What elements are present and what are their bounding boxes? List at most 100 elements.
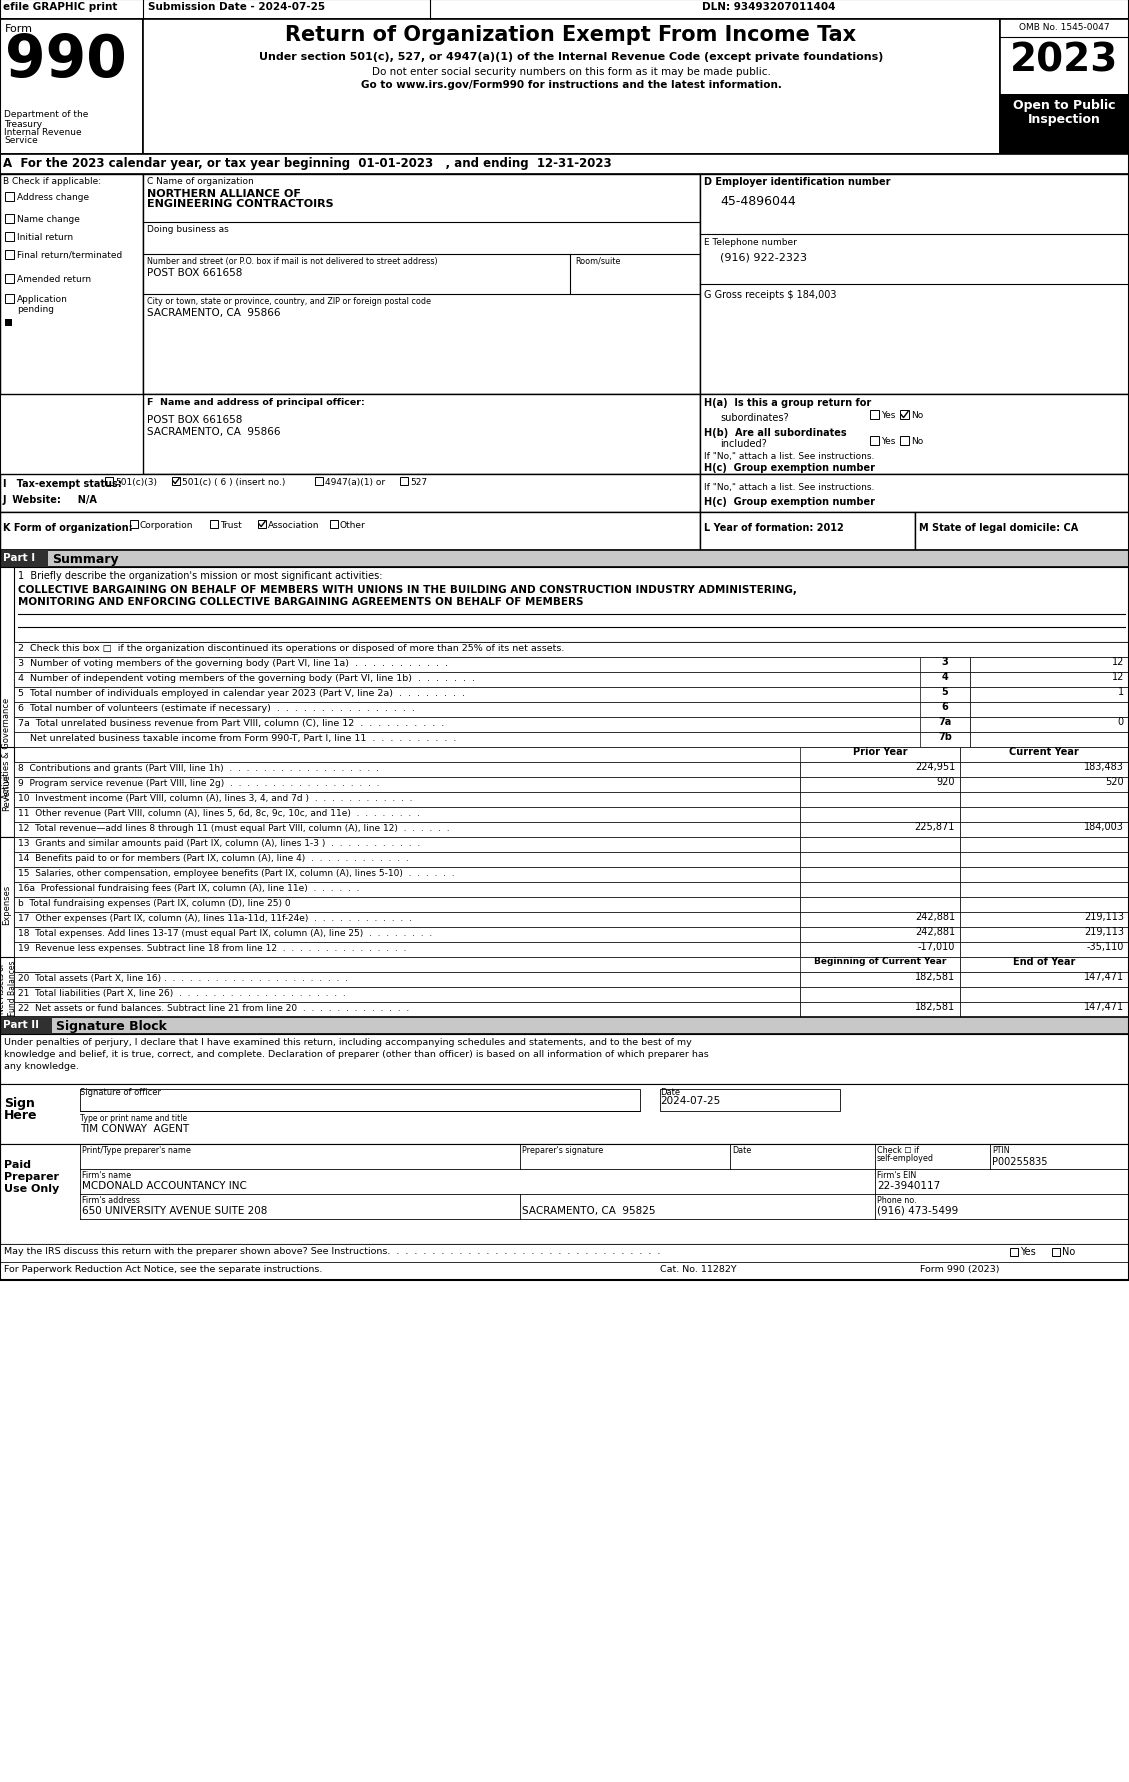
Text: TIM CONWAY  AGENT: TIM CONWAY AGENT: [80, 1123, 190, 1133]
Text: Firm's EIN: Firm's EIN: [877, 1171, 917, 1180]
Text: P00255835: P00255835: [992, 1157, 1048, 1167]
Text: Application: Application: [17, 294, 68, 303]
Text: 12: 12: [1112, 672, 1124, 683]
Bar: [14, 852, 800, 868]
Text: 2023: 2023: [1009, 41, 1118, 78]
Text: Address change: Address change: [17, 192, 89, 201]
Bar: [0, 20, 143, 155]
Text: any knowledge.: any knowledge.: [5, 1062, 79, 1071]
Text: 17  Other expenses (Part IX, column (A), lines 11a-11d, 11f-24e)  .  .  .  .  . : 17 Other expenses (Part IX, column (A), …: [18, 914, 412, 923]
Text: MCDONALD ACCOUNTANCY INC: MCDONALD ACCOUNTANCY INC: [82, 1180, 247, 1190]
Bar: [14, 688, 1129, 702]
Text: POST BOX 661658: POST BOX 661658: [147, 415, 243, 424]
Text: 242,881: 242,881: [914, 927, 955, 937]
Text: OMB No. 1545-0047: OMB No. 1545-0047: [1018, 23, 1110, 32]
Text: 183,483: 183,483: [1084, 761, 1124, 772]
Text: Submission Date - 2024-07-25: Submission Date - 2024-07-25: [148, 2, 325, 12]
Bar: [5, 319, 12, 326]
Text: Activities & Governance: Activities & Governance: [2, 697, 11, 798]
Bar: [5, 294, 14, 303]
Text: 182,581: 182,581: [914, 1001, 955, 1012]
Bar: [960, 763, 1129, 777]
Bar: [960, 987, 1129, 1003]
Bar: [800, 943, 960, 957]
Bar: [0, 1262, 1129, 1279]
Bar: [330, 520, 338, 529]
Text: 1  Briefly describe the organization's mission or most significant activities:: 1 Briefly describe the organization's mi…: [18, 570, 383, 581]
Bar: [210, 520, 218, 529]
Bar: [14, 643, 1129, 658]
Bar: [970, 658, 1129, 672]
Text: 5  Total number of individuals employed in calendar year 2023 (Part V, line 2a) : 5 Total number of individuals employed i…: [18, 688, 465, 697]
Text: Yes: Yes: [881, 437, 895, 446]
Bar: [14, 763, 800, 777]
Bar: [800, 763, 960, 777]
Text: H(c)  Group exemption number: H(c) Group exemption number: [704, 463, 875, 472]
Text: Signature of officer: Signature of officer: [80, 1087, 161, 1096]
Text: M State of legal domicile: CA: M State of legal domicile: CA: [919, 522, 1078, 533]
Text: For Paperwork Reduction Act Notice, see the separate instructions.: For Paperwork Reduction Act Notice, see …: [5, 1263, 323, 1274]
Text: Under section 501(c), 527, or 4947(a)(1) of the Internal Revenue Code (except pr: Under section 501(c), 527, or 4947(a)(1)…: [259, 52, 883, 62]
Text: J  Website:     N/A: J Website: N/A: [3, 495, 98, 504]
Bar: [0, 1018, 52, 1034]
Bar: [970, 732, 1129, 748]
Bar: [0, 1085, 1129, 1144]
Bar: [0, 568, 14, 927]
Bar: [960, 823, 1129, 838]
Text: POST BOX 661658: POST BOX 661658: [147, 267, 243, 278]
Bar: [800, 882, 960, 898]
Text: 21  Total liabilities (Part X, line 26)  .  .  .  .  .  .  .  .  .  .  .  .  .  : 21 Total liabilities (Part X, line 26) .…: [18, 989, 345, 998]
Bar: [14, 1003, 800, 1018]
Text: 7a: 7a: [938, 716, 952, 727]
Text: May the IRS discuss this return with the preparer shown above? See Instructions.: May the IRS discuss this return with the…: [5, 1246, 660, 1255]
Text: 219,113: 219,113: [1084, 911, 1124, 921]
Text: 8  Contributions and grants (Part VIII, line 1h)  .  .  .  .  .  .  .  .  .  .  : 8 Contributions and grants (Part VIII, l…: [18, 763, 379, 773]
Bar: [0, 1244, 1129, 1262]
Text: Initial return: Initial return: [17, 233, 73, 242]
Bar: [970, 672, 1129, 688]
Bar: [0, 838, 14, 973]
Text: ENGINEERING CONTRACTOIRS: ENGINEERING CONTRACTOIRS: [147, 200, 334, 208]
Text: If "No," attach a list. See instructions.: If "No," attach a list. See instructions…: [704, 483, 874, 492]
Bar: [660, 1089, 840, 1112]
Bar: [14, 672, 1129, 688]
Text: Part I: Part I: [3, 552, 35, 563]
Text: I   Tax-exempt status:: I Tax-exempt status:: [3, 479, 122, 488]
Text: Preparer: Preparer: [5, 1171, 59, 1181]
Text: 15  Salaries, other compensation, employee benefits (Part IX, column (A), lines : 15 Salaries, other compensation, employe…: [18, 868, 455, 877]
Text: Final return/terminated: Final return/terminated: [17, 251, 122, 260]
Bar: [1000, 20, 1129, 155]
Text: Expenses: Expenses: [2, 884, 11, 925]
Bar: [960, 927, 1129, 943]
Bar: [315, 478, 323, 486]
Bar: [1052, 1249, 1060, 1256]
Text: Check ☐ if: Check ☐ if: [877, 1146, 919, 1155]
Text: Part II: Part II: [3, 1019, 40, 1030]
Text: 16a  Professional fundraising fees (Part IX, column (A), line 11e)  .  .  .  .  : 16a Professional fundraising fees (Part …: [18, 884, 359, 893]
Text: If "No," attach a list. See instructions.: If "No," attach a list. See instructions…: [704, 453, 874, 462]
Bar: [1000, 94, 1129, 155]
Bar: [920, 672, 970, 688]
Bar: [143, 396, 700, 474]
Text: Treasury: Treasury: [5, 119, 42, 128]
Text: Firm's address: Firm's address: [82, 1196, 140, 1205]
Text: (916) 473-5499: (916) 473-5499: [877, 1205, 959, 1215]
Text: 147,471: 147,471: [1084, 1001, 1124, 1012]
Bar: [5, 192, 14, 201]
Text: 11  Other revenue (Part VIII, column (A), lines 5, 6d, 8c, 9c, 10c, and 11e)  . : 11 Other revenue (Part VIII, column (A),…: [18, 809, 420, 818]
Bar: [800, 748, 960, 763]
Text: Here: Here: [5, 1108, 37, 1121]
Bar: [0, 568, 1129, 643]
Text: 920: 920: [936, 777, 955, 786]
Bar: [14, 957, 1129, 973]
Text: 7a  Total unrelated business revenue from Part VIII, column (C), line 12  .  .  : 7a Total unrelated business revenue from…: [18, 718, 444, 727]
Bar: [914, 513, 1129, 551]
Text: Do not enter social security numbers on this form as it may be made public.: Do not enter social security numbers on …: [371, 68, 770, 77]
Text: 1: 1: [1118, 686, 1124, 697]
Text: 184,003: 184,003: [1084, 822, 1124, 832]
Bar: [14, 898, 800, 912]
Text: 527: 527: [410, 478, 427, 486]
Bar: [172, 478, 180, 486]
Text: E Telephone number: E Telephone number: [704, 237, 797, 248]
Text: 20  Total assets (Part X, line 16) .  .  .  .  .  .  .  .  .  .  .  .  .  .  .  : 20 Total assets (Part X, line 16) . . . …: [18, 973, 348, 982]
